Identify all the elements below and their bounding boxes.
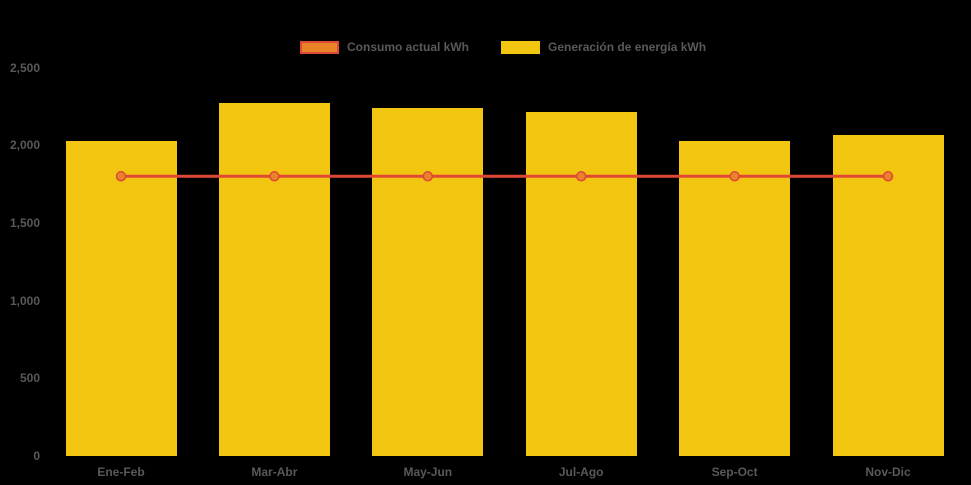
consumo-swatch-icon xyxy=(300,40,339,54)
bar-Ene-Feb xyxy=(65,140,177,456)
x-axis-label-Nov-Dic: Nov-Dic xyxy=(865,465,911,479)
legend-item-generacion[interactable]: Generación de energía kWh xyxy=(479,40,706,54)
y-tick-label: 2,500 xyxy=(9,60,40,75)
bar-Sep-Oct xyxy=(679,140,791,456)
x-axis-label-Sep-Oct: Sep-Oct xyxy=(711,465,758,479)
y-tick-label: 2,000 xyxy=(9,138,40,153)
x-axis-label-Ene-Feb: Ene-Feb xyxy=(97,465,145,479)
bar-Jul-Ago xyxy=(525,111,637,456)
bar-May-Jun xyxy=(372,107,484,456)
y-tick-label: 500 xyxy=(19,371,40,386)
chart-legend: Consumo actual kWh Generación de energía… xyxy=(300,40,706,54)
bar-Mar-Abr xyxy=(218,103,330,456)
legend-label-consumo: Consumo actual kWh xyxy=(347,40,470,54)
y-tick-label: 1,000 xyxy=(9,293,40,308)
x-axis-label-Mar-Abr: Mar-Abr xyxy=(251,465,298,479)
legend-label-generacion: Generación de energía kWh xyxy=(548,40,707,54)
generacion-swatch-icon xyxy=(501,40,541,54)
bar-Nov-Dic xyxy=(832,135,944,456)
y-tick-label: 0 xyxy=(33,449,40,463)
x-axis-label-Jul-Ago: Jul-Ago xyxy=(558,465,604,479)
y-tick-label: 1,500 xyxy=(9,215,40,230)
legend-item-consumo[interactable]: Consumo actual kWh xyxy=(300,40,469,54)
x-axis-label-May-Jun: May-Jun xyxy=(403,465,453,479)
